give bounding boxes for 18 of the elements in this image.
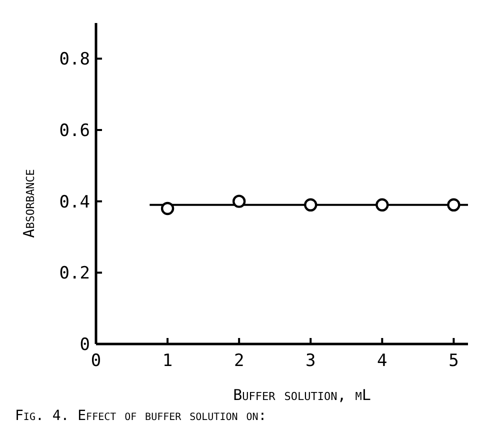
x-tick-label: 1 bbox=[162, 351, 173, 371]
point bbox=[160, 202, 174, 216]
point bbox=[304, 198, 318, 212]
y-axis-title: Absorbance bbox=[20, 169, 38, 238]
y-tick-label: 0.4 bbox=[59, 192, 90, 212]
x-tick-label: 5 bbox=[448, 351, 459, 371]
y-tick-label: 0.6 bbox=[59, 121, 90, 141]
x-tick-label: 4 bbox=[377, 351, 388, 371]
point bbox=[447, 198, 460, 212]
point bbox=[376, 198, 389, 212]
point bbox=[232, 194, 246, 208]
caption: Fig. 4. Effect of buffer solution on: bbox=[15, 408, 267, 424]
y-tick-label: 0.8 bbox=[59, 50, 90, 70]
y-tick-label: 0 bbox=[80, 335, 90, 355]
x-tick-label: 3 bbox=[305, 351, 316, 371]
x-axis-title: Buffer solution, mL bbox=[233, 386, 371, 404]
y-tick-label: 0.2 bbox=[59, 264, 90, 284]
x-tick-label: 2 bbox=[234, 351, 244, 371]
